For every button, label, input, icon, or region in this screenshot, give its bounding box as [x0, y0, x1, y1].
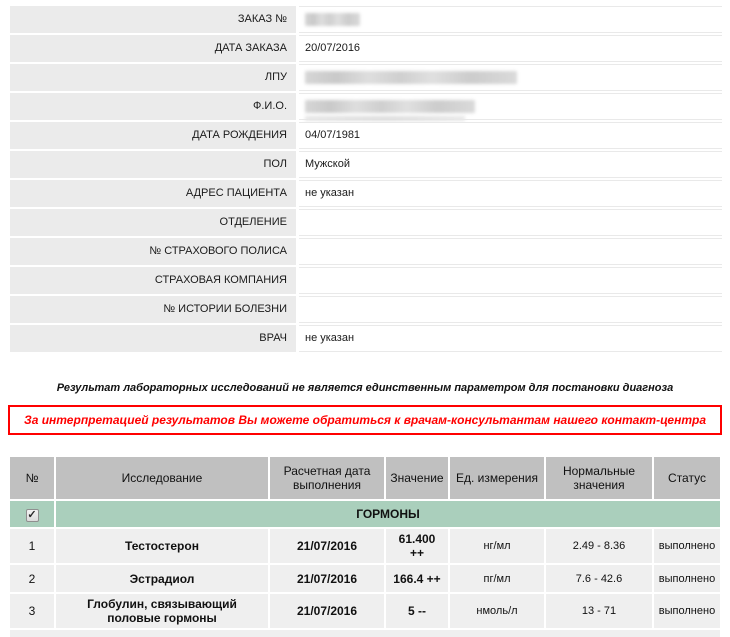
- patient-address-value: не указан: [299, 180, 722, 207]
- header-value: Значение: [386, 457, 448, 499]
- cell-test: Эстрадиол: [56, 565, 268, 592]
- full-name-value: [299, 93, 722, 121]
- cell-test: Глобулин, связывающий половые гормоны: [56, 594, 268, 628]
- insurance-company-value: [299, 267, 722, 294]
- cell-value: 61.400 ++: [386, 529, 448, 563]
- redacted-full-name: [305, 100, 475, 113]
- cell-value: 5 --: [386, 594, 448, 628]
- form-row-full-name: Ф.И.О.: [10, 93, 722, 121]
- doctor-value: не указан: [299, 325, 722, 352]
- header-test: Исследование: [56, 457, 268, 499]
- results-header-row: № Исследование Расчетная дата выполнения…: [10, 457, 720, 499]
- department-label: ОТДЕЛЕНИЕ: [10, 209, 296, 236]
- status-badge: выполнено: [654, 529, 720, 563]
- sex-value: Мужской: [299, 151, 722, 178]
- insurance-policy-value: [299, 238, 722, 265]
- table-row-shbg: 3 Глобулин, связывающий половые гормоны …: [10, 594, 720, 628]
- header-date: Расчетная дата выполнения: [270, 457, 384, 499]
- case-history-label: № ИСТОРИИ БОЛЕЗНИ: [10, 296, 296, 323]
- cell-num: 1: [10, 529, 54, 563]
- redacted-clinic: [305, 71, 517, 84]
- form-row-order-number: ЗАКАЗ №: [10, 6, 722, 33]
- cell-date: 21/07/2016: [270, 594, 384, 628]
- status-badge: выполнено: [654, 594, 720, 628]
- cell-num: 3: [10, 594, 54, 628]
- cell-date: 21/07/2016: [270, 565, 384, 592]
- order-info-form: ЗАКАЗ № ДАТА ЗАКАЗА 20/07/2016 ЛПУ Ф.И.О…: [8, 6, 722, 352]
- status-badge: выполнено: [654, 565, 720, 592]
- insurance-company-label: СТРАХОВАЯ КОМПАНИЯ: [10, 267, 296, 294]
- table-row-estradiol: 2 Эстрадиол 21/07/2016 166.4 ++ пг/мл 7.…: [10, 565, 720, 592]
- cell-unit: пг/мл: [450, 565, 544, 592]
- cell-num: 2: [10, 565, 54, 592]
- order-number-label: ЗАКАЗ №: [10, 6, 296, 33]
- cell-range: 7.6 - 42.6: [546, 565, 652, 592]
- redacted-order-number: [305, 13, 360, 26]
- next-row-partial: [10, 630, 720, 637]
- doctor-label: ВРАЧ: [10, 325, 296, 352]
- cell-unit: нг/мл: [450, 529, 544, 563]
- order-date-label: ДАТА ЗАКАЗА: [10, 35, 296, 62]
- form-row-clinic: ЛПУ: [10, 64, 722, 91]
- group-row-hormones: ✓ ГОРМОНЫ: [10, 501, 720, 527]
- insurance-policy-label: № СТРАХОВОГО ПОЛИСА: [10, 238, 296, 265]
- department-value: [299, 209, 722, 236]
- form-row-sex: ПОЛ Мужской: [10, 151, 722, 178]
- sex-label: ПОЛ: [10, 151, 296, 178]
- patient-address-label: АДРЕС ПАЦИЕНТА: [10, 180, 296, 207]
- group-checkbox-icon[interactable]: ✓: [25, 509, 39, 522]
- form-row-patient-address: АДРЕС ПАЦИЕНТА не указан: [10, 180, 722, 207]
- disclaimer-text: Результат лабораторных исследований не я…: [56, 382, 674, 394]
- full-name-label: Ф.И.О.: [10, 93, 296, 120]
- form-row-insurance-policy: № СТРАХОВОГО ПОЛИСА: [10, 238, 722, 265]
- case-history-value: [299, 296, 722, 323]
- contact-banner: За интерпретацией результатов Вы можете …: [8, 405, 722, 435]
- cell-range: 13 - 71: [546, 594, 652, 628]
- cell-unit: нмоль/л: [450, 594, 544, 628]
- form-row-case-history: № ИСТОРИИ БОЛЕЗНИ: [10, 296, 722, 323]
- birth-date-label: ДАТА РОЖДЕНИЯ: [10, 122, 296, 149]
- form-row-doctor: ВРАЧ не указан: [10, 325, 722, 352]
- check-icon: ✓: [27, 509, 37, 521]
- group-label: ГОРМОНЫ: [56, 501, 720, 527]
- form-row-department: ОТДЕЛЕНИЕ: [10, 209, 722, 236]
- table-row-testosterone: 1 Тестостерон 21/07/2016 61.400 ++ нг/мл…: [10, 529, 720, 563]
- redacted-full-name-line2: [305, 116, 465, 121]
- birth-date-value: 04/07/1981: [299, 122, 722, 149]
- header-unit: Ед. измерения: [450, 457, 544, 499]
- form-row-order-date: ДАТА ЗАКАЗА 20/07/2016: [10, 35, 722, 62]
- clinic-label: ЛПУ: [10, 64, 296, 91]
- cell-range: 2.49 - 8.36: [546, 529, 652, 563]
- cell-value: 166.4 ++: [386, 565, 448, 592]
- order-date-value: 20/07/2016: [299, 35, 722, 62]
- contact-banner-text: За интерпретацией результатов Вы можете …: [24, 413, 706, 427]
- header-status: Статус: [654, 457, 720, 499]
- group-checkbox-cell: ✓: [10, 501, 54, 527]
- clinic-value: [299, 64, 722, 91]
- form-row-birth-date: ДАТА РОЖДЕНИЯ 04/07/1981: [10, 122, 722, 149]
- cell-test: Тестостерон: [56, 529, 268, 563]
- results-table: № Исследование Расчетная дата выполнения…: [8, 455, 722, 630]
- order-number-value: [299, 6, 722, 33]
- header-range: Нормальные значения: [546, 457, 652, 499]
- header-num: №: [10, 457, 54, 499]
- cell-date: 21/07/2016: [270, 529, 384, 563]
- form-row-insurance-company: СТРАХОВАЯ КОМПАНИЯ: [10, 267, 722, 294]
